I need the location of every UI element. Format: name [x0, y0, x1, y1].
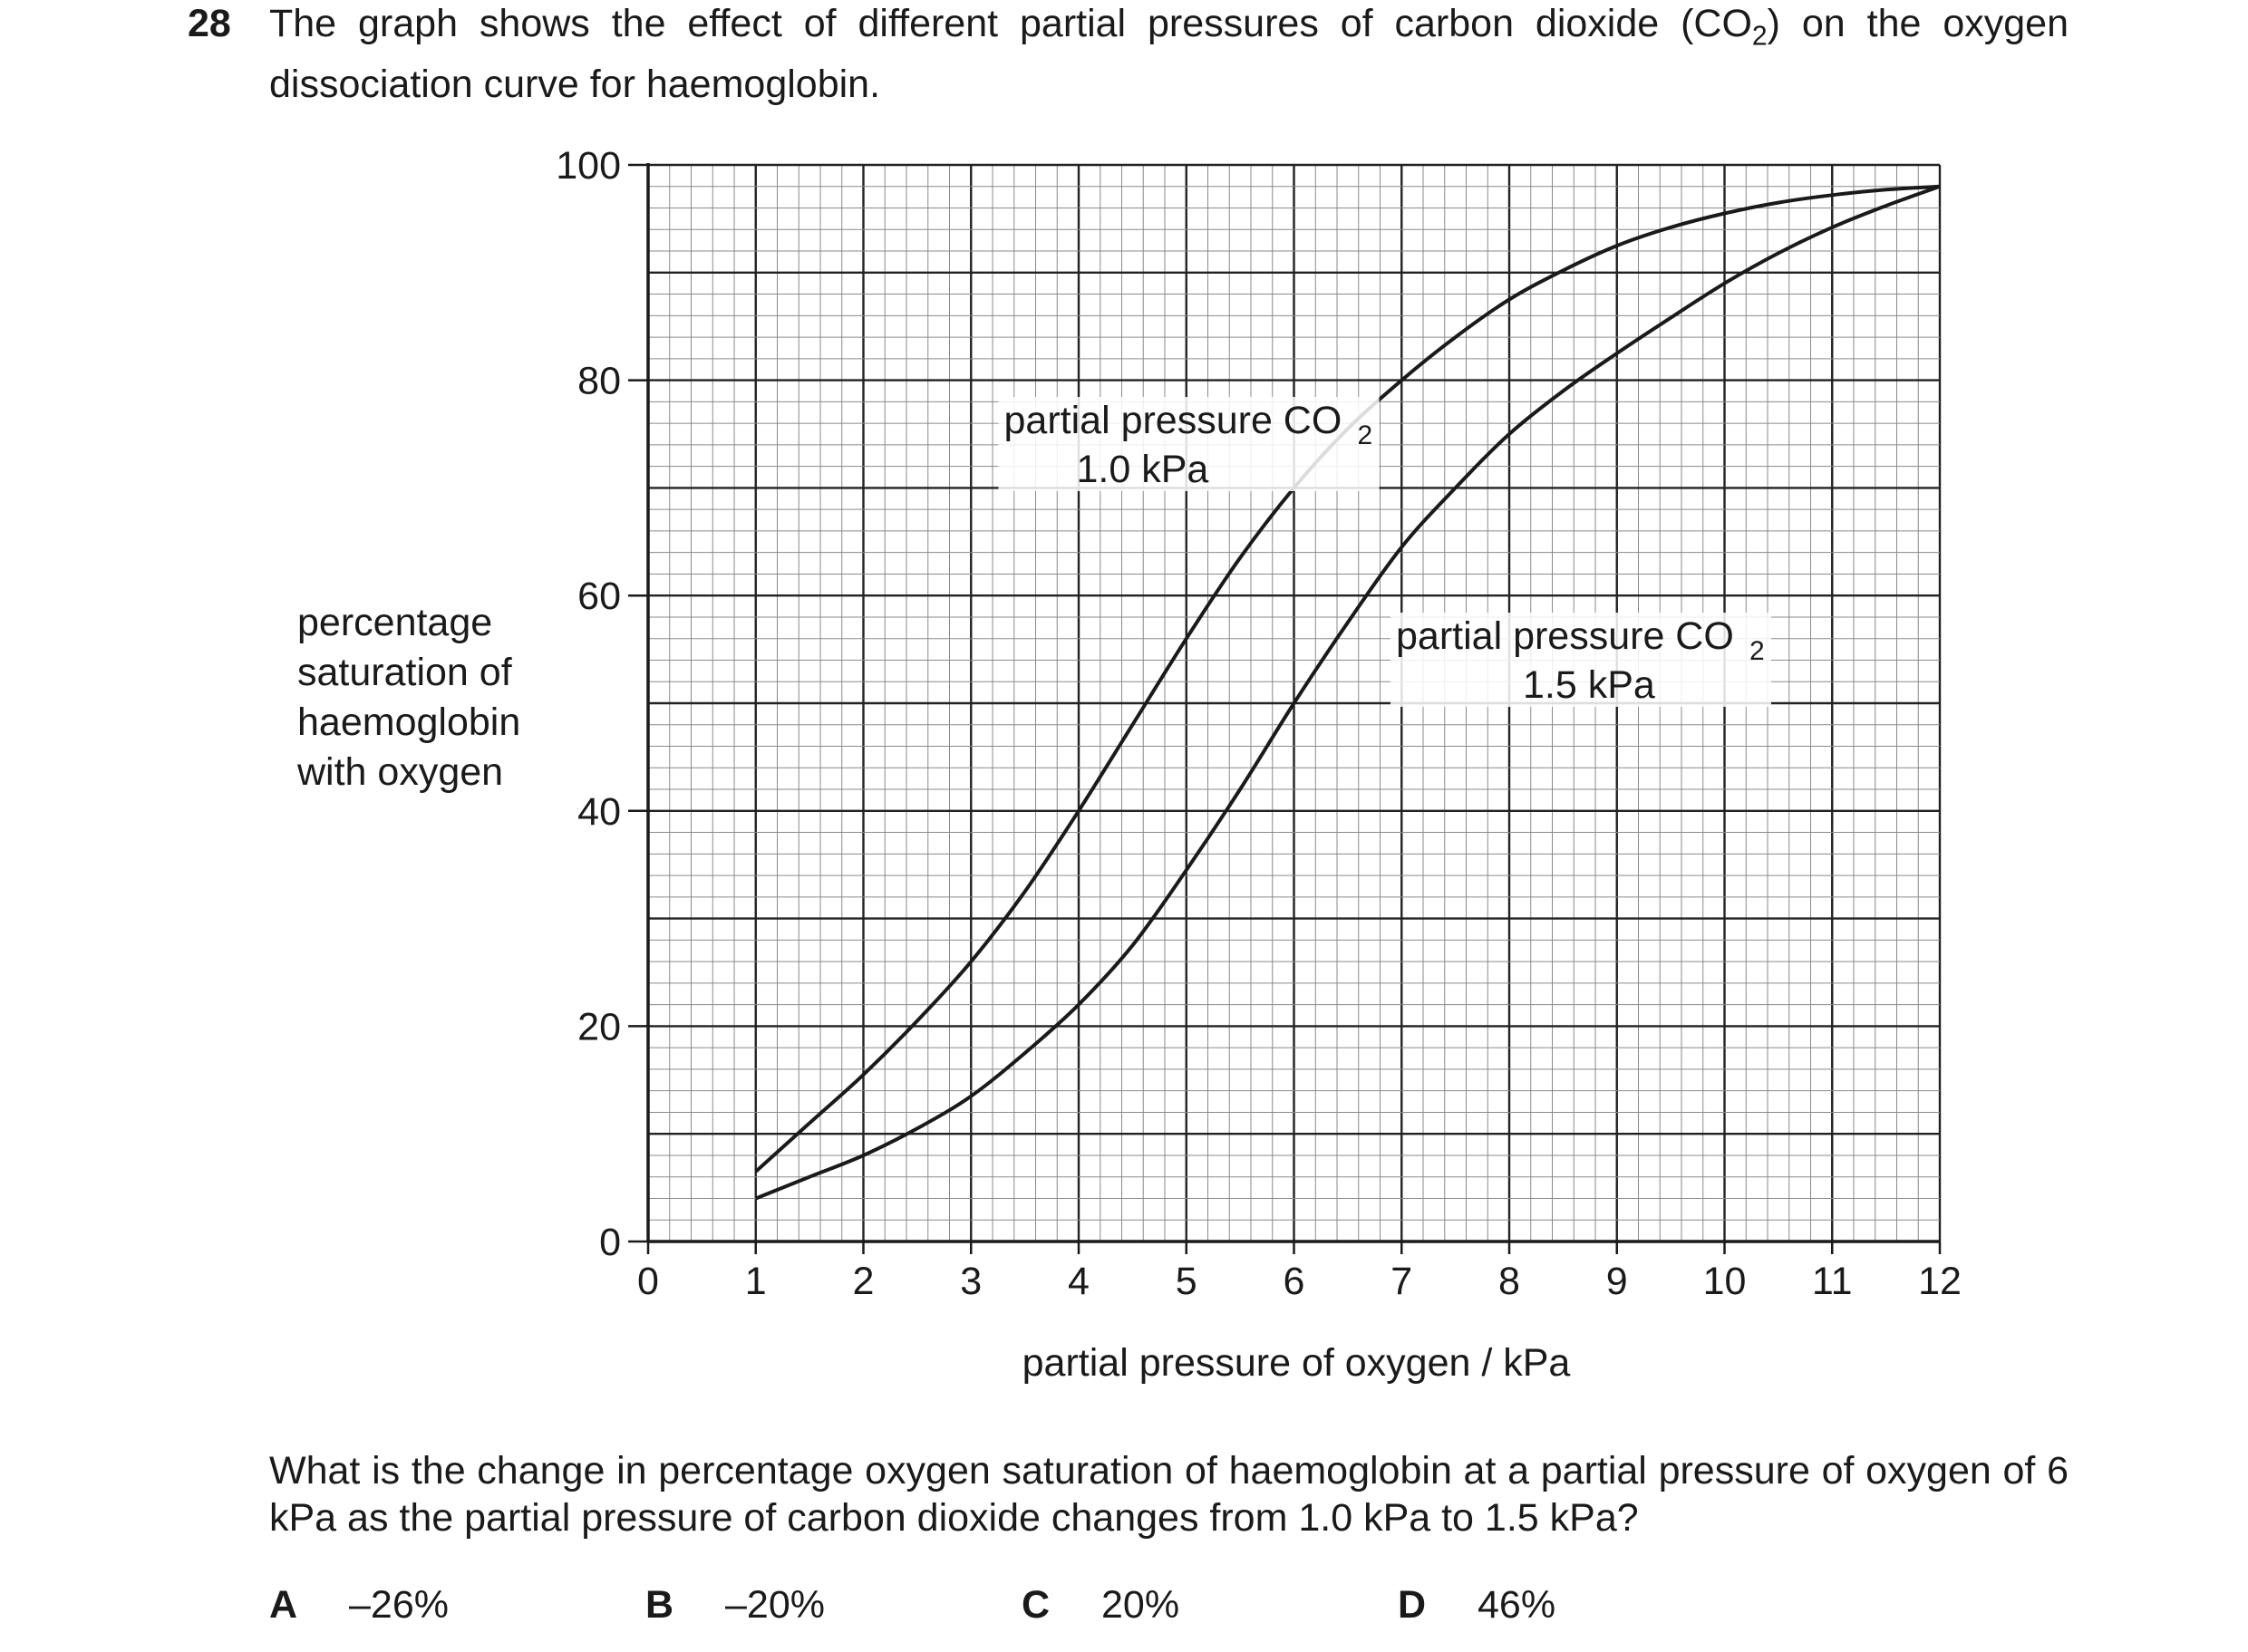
series-label-2-line1: partial pressure CO — [1396, 614, 1734, 658]
series-label-2-line2: 1.5 kPa — [1523, 663, 1655, 707]
series-label-2-subscript: 2 — [1749, 636, 1765, 666]
x-tick-label: 5 — [1176, 1260, 1197, 1303]
option-text: –20% — [725, 1583, 825, 1627]
x-tick-label: 7 — [1390, 1260, 1412, 1303]
y-axis-label-line: saturation of — [297, 651, 512, 694]
y-tick-label: 0 — [599, 1221, 621, 1264]
x-tick-label: 10 — [1703, 1260, 1747, 1303]
question-intro: The graph shows the effect of different … — [269, 0, 2069, 108]
series-line-2 — [755, 184, 1941, 1201]
series-label-1-line2: 1.0 kPa — [1077, 448, 1209, 491]
y-tick-label: 20 — [577, 1005, 621, 1048]
option-text: 20% — [1101, 1583, 1180, 1627]
option-d[interactable]: D 46% — [1398, 1581, 1555, 1628]
option-letter: B — [645, 1583, 674, 1627]
x-tick-label: 4 — [1068, 1260, 1090, 1303]
y-tick-label: 40 — [577, 790, 621, 834]
y-axis-label-line: haemoglobin — [297, 700, 521, 744]
x-tick-label: 0 — [637, 1260, 659, 1303]
y-axis-label-line: with oxygen — [297, 750, 504, 794]
question-prompt: What is the change in percentage oxygen … — [269, 1449, 2069, 1540]
option-letter: D — [1398, 1583, 1427, 1627]
y-tick-label: 80 — [577, 360, 621, 403]
series-label-background — [998, 397, 1380, 491]
y-tick-label: 60 — [577, 575, 621, 618]
series-label-1-line1: partial pressure CO — [1004, 399, 1342, 442]
x-tick-label: 3 — [960, 1260, 982, 1303]
option-text: –26% — [349, 1583, 449, 1627]
question-intro-part2: ) on the oxygen dissociation curve for h… — [269, 2, 2069, 106]
question-number: 28 — [188, 2, 231, 45]
x-tick-label: 11 — [1812, 1260, 1853, 1303]
series-label-1-subscript: 2 — [1358, 420, 1373, 450]
x-tick-label: 1 — [745, 1260, 767, 1303]
option-a[interactable]: A –26% — [269, 1581, 449, 1628]
option-c[interactable]: C 20% — [1022, 1581, 1179, 1628]
y-axis-label-line: percentage — [297, 601, 493, 644]
x-tick-label: 12 — [1918, 1260, 1962, 1303]
x-tick-label: 6 — [1284, 1260, 1305, 1303]
x-tick-label: 9 — [1606, 1260, 1628, 1303]
y-tick-label: 100 — [556, 144, 621, 188]
y-axis-label: percentage saturation of haemoglobin wit… — [297, 598, 569, 797]
x-tick-label: 2 — [853, 1260, 875, 1303]
question-intro-subscript: 2 — [1751, 21, 1768, 52]
option-letter: A — [269, 1583, 298, 1627]
option-text: 46% — [1478, 1583, 1556, 1627]
x-tick-label: 8 — [1498, 1260, 1520, 1303]
series-label-background — [1390, 613, 1771, 707]
question-intro-part1: The graph shows the effect of different … — [269, 2, 1752, 45]
x-axis-label: partial pressure of oxygen / kPa — [1022, 1341, 1571, 1385]
option-letter: C — [1022, 1583, 1051, 1627]
option-b[interactable]: B –20% — [645, 1581, 825, 1628]
